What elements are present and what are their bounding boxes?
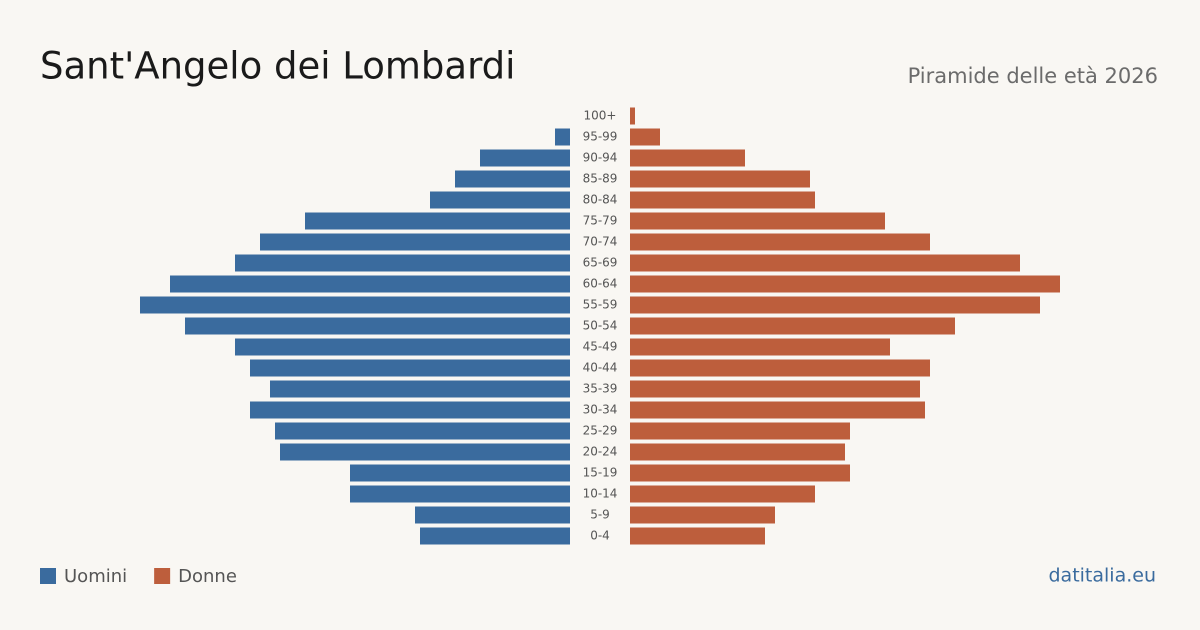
bar	[415, 506, 570, 524]
bar	[430, 191, 570, 209]
bar	[630, 128, 660, 146]
bar	[630, 149, 745, 167]
source: datitalia.eu	[1049, 565, 1157, 587]
bar	[630, 317, 955, 335]
bar	[630, 275, 1060, 293]
bar	[275, 422, 570, 440]
bar	[630, 107, 635, 125]
bar	[630, 506, 775, 524]
age-label: 75-79	[583, 214, 618, 228]
bar	[235, 254, 570, 272]
age-label: 35-39	[583, 382, 618, 396]
age-label: 30-34	[583, 403, 618, 417]
age-label: 65-69	[583, 256, 618, 270]
age-label: 90-94	[583, 151, 618, 165]
age-label: 10-14	[583, 487, 618, 501]
age-label: 45-49	[583, 340, 618, 354]
age-label: 15-19	[583, 466, 618, 480]
bar	[630, 527, 765, 545]
bar	[350, 464, 570, 482]
age-label: 20-24	[583, 445, 618, 459]
bar	[630, 485, 815, 503]
bar	[630, 422, 850, 440]
bar	[630, 380, 920, 398]
age-label: 55-59	[583, 298, 618, 312]
bar	[630, 212, 885, 230]
chart-subtitle: Piramide delle età 2026	[908, 64, 1158, 88]
bar	[420, 527, 570, 545]
bar	[250, 401, 570, 419]
bar	[170, 275, 570, 293]
age-label: 60-64	[583, 277, 618, 291]
age-label: 70-74	[583, 235, 618, 249]
bar	[455, 170, 570, 188]
bar	[630, 401, 925, 419]
age-label: 5-9	[590, 508, 610, 522]
bar	[630, 170, 810, 188]
bar	[140, 296, 570, 314]
bar	[630, 233, 930, 251]
bar	[630, 254, 1020, 272]
bar	[350, 485, 570, 503]
legend-swatch	[40, 568, 56, 584]
bar	[555, 128, 570, 146]
bar	[630, 443, 845, 461]
bar	[630, 338, 890, 356]
bar	[280, 443, 570, 461]
age-label: 80-84	[583, 193, 618, 207]
age-label: 40-44	[583, 361, 618, 375]
bar	[630, 191, 815, 209]
bar	[260, 233, 570, 251]
age-label: 50-54	[583, 319, 618, 333]
age-label: 100+	[584, 109, 617, 123]
bar	[185, 317, 570, 335]
bar	[235, 338, 570, 356]
bar	[630, 296, 1040, 314]
legend-label: Uomini	[64, 566, 127, 587]
bar	[270, 380, 570, 398]
age-label: 95-99	[583, 130, 618, 144]
bar	[630, 464, 850, 482]
bar	[630, 359, 930, 377]
age-label: 85-89	[583, 172, 618, 186]
bar	[305, 212, 570, 230]
bar	[480, 149, 570, 167]
legend-label: Donne	[178, 566, 237, 587]
bar	[250, 359, 570, 377]
age-label: 25-29	[583, 424, 618, 438]
chart-title: Sant'Angelo dei Lombardi	[40, 45, 515, 88]
legend-swatch	[154, 568, 171, 584]
age-label: 0-4	[590, 529, 610, 543]
